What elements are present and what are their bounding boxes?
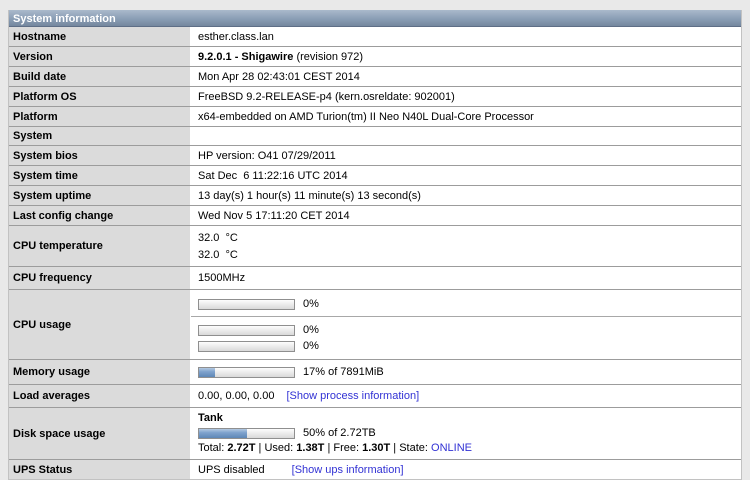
row-cpu-frequency: CPU frequency 1500MHz <box>9 267 741 290</box>
row-load-averages: Load averages 0.00, 0.00, 0.00 [Show pro… <box>9 385 741 408</box>
row-label: Platform <box>9 107 191 126</box>
row-value: 32.0 °C 32.0 °C <box>191 226 741 266</box>
version-number: 9.2.0.1 - Shigawire <box>198 50 294 63</box>
row-value: x64-embedded on AMD Turion(tm) II Neo N4… <box>198 110 534 123</box>
row-platform: Platform x64-embedded on AMD Turion(tm) … <box>9 107 741 127</box>
row-value: 9.2.0.1 - Shigawire (revision 972) <box>191 47 741 66</box>
panel-header-title: System information <box>9 10 741 27</box>
disk-free-label: | Free: <box>324 442 363 454</box>
row-value: 13 day(s) 1 hour(s) 11 minute(s) 13 seco… <box>198 189 421 202</box>
row-label: Platform OS <box>9 87 191 106</box>
row-value: Sat Dec 6 11:22:16 UTC 2014 <box>198 169 348 182</box>
cpu-usage-core1-bar-line: 0% <box>198 324 735 336</box>
row-label: Load averages <box>9 385 191 407</box>
row-platform-os: Platform OS FreeBSD 9.2-RELEASE-p4 (kern… <box>9 87 741 107</box>
row-value: 1500MHz <box>198 272 246 284</box>
cpu-temp-line-1: 32.0 °C <box>198 232 238 244</box>
row-value: HP version: O41 07/29/2011 <box>198 149 336 162</box>
row-value: esther.class.lan <box>198 30 274 43</box>
row-label: System uptime <box>9 186 191 205</box>
row-system-uptime: System uptime 13 day(s) 1 hour(s) 11 min… <box>9 186 741 206</box>
row-build-date: Build date Mon Apr 28 02:43:01 CEST 2014 <box>9 67 741 87</box>
memory-usage-text: 17% of 7891MiB <box>303 366 384 378</box>
row-system: System <box>9 127 741 146</box>
row-value: Mon Apr 28 02:43:01 CEST 2014 <box>198 70 360 83</box>
disk-used-value: 1.38T <box>296 442 325 454</box>
row-last-config-change: Last config change Wed Nov 5 17:11:20 CE… <box>9 206 741 226</box>
row-ups-status: UPS Status UPS disabled [Show ups inform… <box>9 460 741 479</box>
row-label: System time <box>9 166 191 185</box>
disk-free-value: 1.30T <box>362 442 391 454</box>
disk-totals-line: Total: 2.72T | Used: 1.38T | Free: 1.30T… <box>198 441 735 455</box>
disk-usage-bar-fill <box>199 428 247 438</box>
disk-pool-name: Tank <box>198 412 223 424</box>
row-cpu-temperature: CPU temperature 32.0 °C 32.0 °C <box>9 226 741 267</box>
disk-usage-percent-text: 50% of 2.72TB <box>303 427 376 439</box>
cpu-usage-total-section: 0% <box>191 290 741 317</box>
load-averages-values: 0.00, 0.00, 0.00 <box>198 390 275 402</box>
disk-state-label: | State: <box>390 442 432 454</box>
row-version: Version 9.2.0.1 - Shigawire (revision 97… <box>9 47 741 67</box>
cpu-usage-core2-bar-line: 0% <box>198 340 735 352</box>
cpu-usage-total-bar-line: 0% <box>198 298 735 310</box>
row-system-bios: System bios HP version: O41 07/29/2011 <box>9 146 741 166</box>
disk-usage-bar-line: 50% of 2.72TB <box>198 427 735 439</box>
row-label: UPS Status <box>9 460 191 479</box>
show-process-information-link[interactable]: [Show process information] <box>286 390 420 402</box>
system-information-panel: System information Hostname esther.class… <box>8 10 742 480</box>
row-label: CPU usage <box>9 290 191 359</box>
row-value: FreeBSD 9.2-RELEASE-p4 (kern.osreldate: … <box>198 90 455 103</box>
version-revision: (revision 972) <box>293 50 364 63</box>
cpu-usage-cores-section: 0% 0% <box>191 317 741 359</box>
row-label: System bios <box>9 146 191 165</box>
cpu-temp-line-2: 32.0 °C <box>198 249 238 261</box>
disk-usage-bar <box>198 427 295 439</box>
disk-used-label: | Used: <box>255 442 297 454</box>
disk-total-label: Total: <box>198 442 228 454</box>
show-ups-information-link[interactable]: [Show ups information] <box>291 463 404 476</box>
cpu-usage-core1-percent: 0% <box>303 324 319 336</box>
cpu-usage-core2-percent: 0% <box>303 340 319 352</box>
row-label: Version <box>9 47 191 66</box>
cpu-usage-bar-core1 <box>198 324 295 336</box>
row-value: Wed Nov 5 17:11:20 CET 2014 <box>198 209 350 222</box>
row-value: Tank 50% of 2.72TB Total: 2.72T | Used: … <box>191 408 741 459</box>
row-label: Disk space usage <box>9 408 191 459</box>
row-cpu-usage: CPU usage 0% 0% <box>9 290 741 360</box>
row-value: UPS disabled [Show ups information] <box>191 460 741 479</box>
memory-usage-bar <box>198 366 295 378</box>
row-value: 17% of 7891MiB <box>191 360 741 384</box>
row-label: Memory usage <box>9 360 191 384</box>
row-value: 0.00, 0.00, 0.00 [Show process informati… <box>191 385 741 407</box>
row-label: CPU frequency <box>9 267 191 289</box>
cpu-usage-total-percent: 0% <box>303 298 319 310</box>
row-value: 0% 0% 0% <box>191 290 741 359</box>
row-label: Last config change <box>9 206 191 225</box>
pool-state-online-link[interactable]: ONLINE <box>431 442 472 454</box>
row-disk-space-usage: Disk space usage Tank 50% of 2.72TB Tota… <box>9 408 741 460</box>
row-hostname: Hostname esther.class.lan <box>9 27 741 47</box>
row-label: CPU temperature <box>9 226 191 266</box>
ups-status-text: UPS disabled <box>198 463 265 476</box>
row-value <box>191 127 741 145</box>
row-label: Build date <box>9 67 191 86</box>
row-memory-usage: Memory usage 17% of 7891MiB <box>9 360 741 385</box>
disk-total-value: 2.72T <box>227 442 256 454</box>
memory-usage-bar-fill <box>199 367 216 377</box>
cpu-usage-bar-core2 <box>198 340 295 352</box>
row-system-time: System time Sat Dec 6 11:22:16 UTC 2014 <box>9 166 741 186</box>
row-label: Hostname <box>9 27 191 46</box>
row-label: System <box>9 127 191 145</box>
cpu-usage-bar-total <box>198 298 295 310</box>
